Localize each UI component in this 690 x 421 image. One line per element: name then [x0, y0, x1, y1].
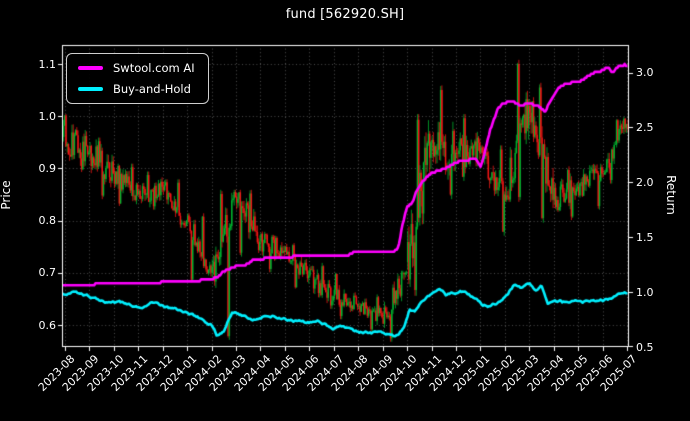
- y-tick-label-return: 2.0: [636, 175, 654, 189]
- legend-label: Swtool.com AI: [113, 61, 195, 75]
- y-tick-label-return: 0.5: [636, 340, 654, 354]
- y-axis-label-return: Return: [664, 175, 678, 215]
- legend-item: Swtool.com AI: [78, 61, 195, 75]
- legend-line-swatch: [78, 87, 103, 91]
- legend-item: Buy-and-Hold: [78, 82, 195, 96]
- y-tick-label-price: 1.0: [38, 109, 57, 123]
- y-tick-label-price: 0.7: [38, 266, 57, 280]
- y-tick-label-price: 0.8: [38, 214, 57, 228]
- legend-line-swatch: [78, 66, 103, 70]
- y-tick-label-return: 2.5: [636, 120, 654, 134]
- y-axis-label-price: Price: [0, 180, 13, 210]
- chart-title: fund [562920.SH]: [285, 7, 405, 22]
- legend-label: Buy-and-Hold: [113, 82, 191, 96]
- y-tick-label-return: 3.0: [636, 66, 654, 79]
- y-tick-label-price: 0.6: [38, 318, 57, 332]
- y-tick-label-price: 1.1: [38, 57, 57, 71]
- legend: Swtool.com AI Buy-and-Hold: [66, 53, 209, 104]
- y-tick-label-return: 1.0: [636, 285, 654, 299]
- y-tick-label-price: 0.9: [38, 161, 57, 175]
- y-tick-label-return: 1.5: [636, 230, 654, 244]
